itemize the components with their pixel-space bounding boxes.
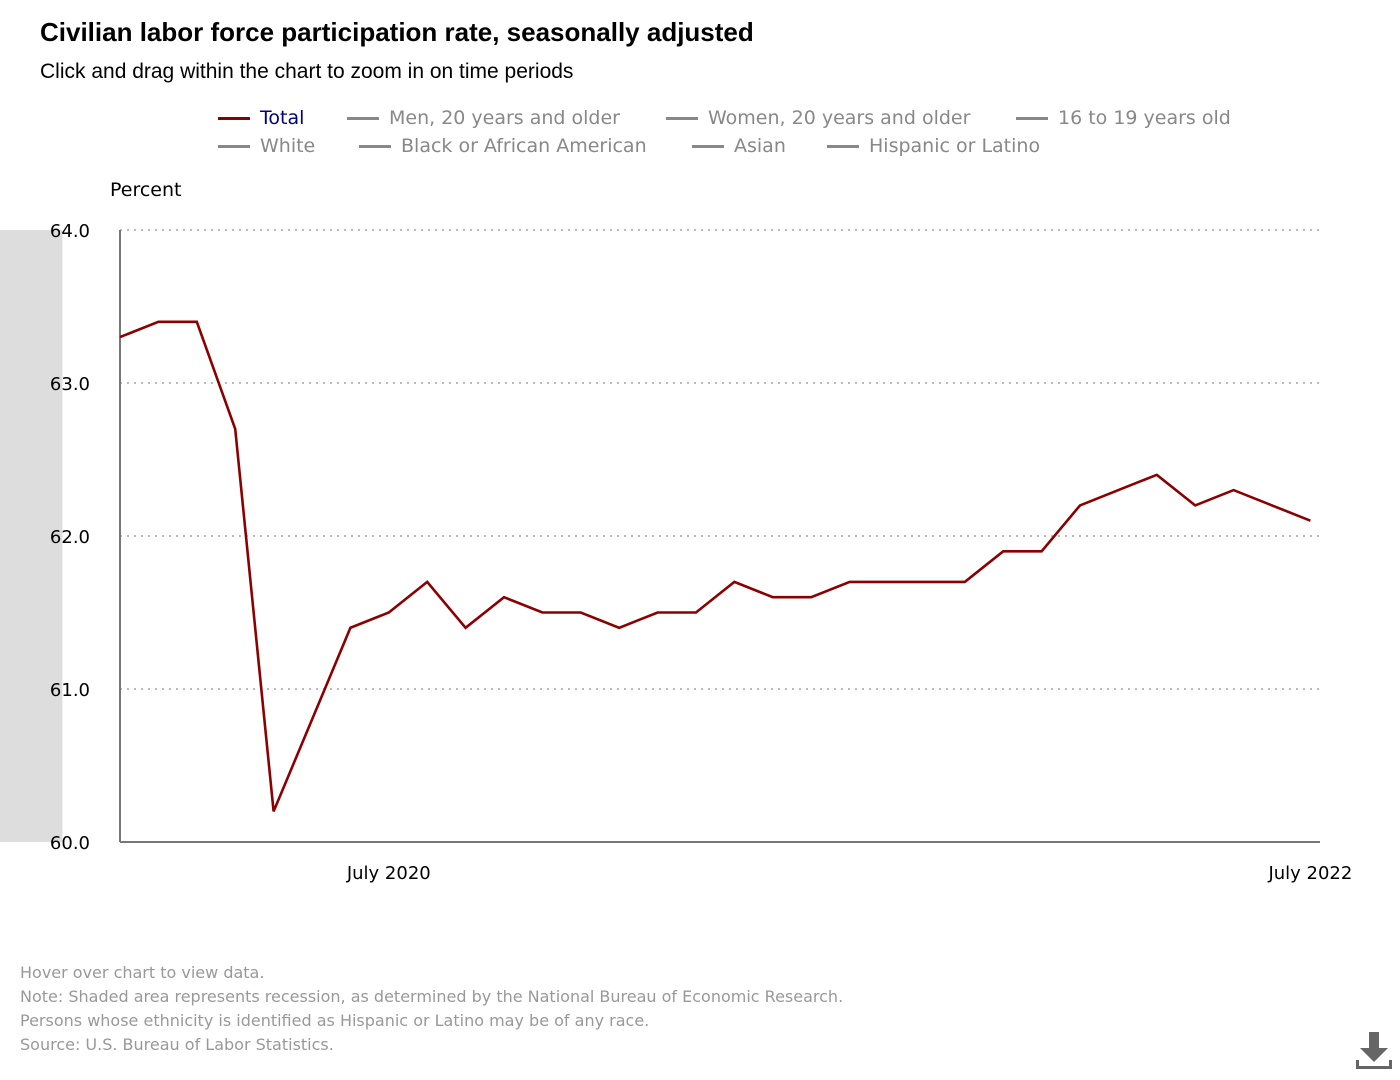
legend-item-black[interactable]: Black or African American [359, 132, 647, 160]
legend-swatch [218, 144, 250, 148]
y-tick-label: 63.0 [50, 374, 90, 395]
ethnicity-note: Persons whose ethnicity is identified as… [20, 1011, 650, 1030]
legend-item-hispanic[interactable]: Hispanic or Latino [827, 132, 1040, 160]
data-point [1035, 544, 1049, 558]
legend-swatch [218, 116, 250, 120]
legend-label: Asian [734, 135, 786, 157]
y-axis-label: Percent [110, 179, 182, 201]
data-point [1265, 498, 1279, 512]
data-point [843, 575, 857, 589]
x-tick-label: July 2020 [346, 863, 431, 884]
y-tick-label: 62.0 [50, 527, 90, 548]
y-tick-label: 64.0 [50, 221, 90, 242]
data-point [804, 590, 818, 604]
data-point [689, 606, 703, 620]
data-point [151, 315, 165, 329]
data-point [919, 575, 933, 589]
y-tick-label: 61.0 [50, 680, 90, 701]
data-point [305, 713, 319, 727]
legend-label: White [260, 135, 316, 157]
data-point [881, 575, 895, 589]
data-point [113, 330, 127, 344]
data-point [1303, 514, 1317, 528]
legend-item-women[interactable]: Women, 20 years and older [666, 104, 970, 132]
chart-subtitle: Click and drag within the chart to zoom … [40, 60, 574, 83]
legend-swatch [666, 116, 698, 120]
data-point [267, 804, 281, 818]
data-point [1227, 483, 1241, 497]
data-point [343, 621, 357, 635]
legend-label: Hispanic or Latino [869, 135, 1041, 157]
legend-swatch [692, 144, 724, 148]
series-line-total [119, 320, 1311, 812]
data-point [535, 606, 549, 620]
legend-swatch [347, 116, 379, 120]
data-point [420, 575, 434, 589]
data-point [459, 621, 473, 635]
data-point [1188, 498, 1202, 512]
data-point [651, 606, 665, 620]
legend-swatch [827, 144, 859, 148]
data-point [1073, 498, 1087, 512]
data-point [612, 621, 626, 635]
legend-item-asian[interactable]: Asian [692, 132, 786, 160]
legend-item-total[interactable]: Total [218, 104, 304, 132]
chart-notes: Hover over chart to view data. Note: Sha… [20, 961, 843, 1057]
legend-label: Total [260, 107, 305, 129]
data-point [1150, 468, 1164, 482]
legend-item-white[interactable]: White [218, 132, 315, 160]
data-point [958, 575, 972, 589]
data-point [228, 422, 242, 436]
data-point [382, 606, 396, 620]
data-point [766, 590, 780, 604]
source-note: Source: U.S. Bureau of Labor Statistics. [20, 1035, 334, 1054]
line-chart[interactable]: 60.0 61.0 62.0 63.0 64.0 July 2020 July 2022 [0, 0, 1400, 930]
legend-label: Black or African American [401, 135, 647, 157]
legend-swatch [359, 144, 391, 148]
legend-swatch [1016, 116, 1048, 120]
data-point [727, 575, 741, 589]
chart-title: Civilian labor force participation rate,… [40, 17, 754, 47]
legend-label: 16 to 19 years old [1058, 107, 1231, 129]
x-tick-label: July 2022 [1267, 863, 1352, 884]
legend-label: Women, 20 years and older [708, 107, 971, 129]
recession-note: Note: Shaded area represents recession, … [20, 987, 844, 1006]
data-point [190, 315, 204, 329]
data-point [574, 606, 588, 620]
data-point [1111, 483, 1125, 497]
download-icon[interactable] [1354, 1030, 1394, 1072]
data-point [497, 590, 511, 604]
recession-band [0, 230, 63, 842]
legend-label: Men, 20 years and older [389, 107, 620, 129]
legend-item-teens[interactable]: 16 to 19 years old [1016, 104, 1231, 132]
y-tick-label: 60.0 [50, 833, 90, 854]
data-point [996, 544, 1010, 558]
hover-note: Hover over chart to view data. [20, 963, 265, 982]
legend-item-men[interactable]: Men, 20 years and older [347, 104, 620, 132]
